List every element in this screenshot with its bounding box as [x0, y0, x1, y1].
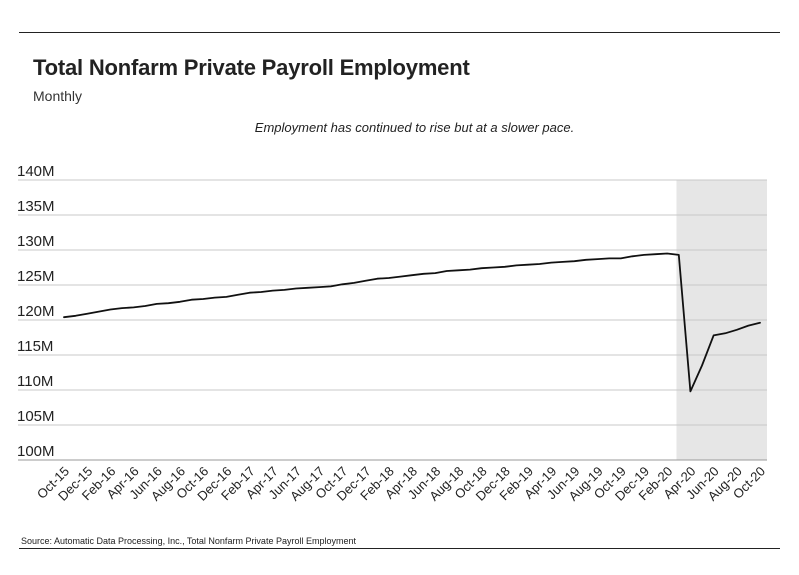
chart-annotation: Employment has continued to rise but at … [254, 120, 575, 135]
bottom-rule [19, 548, 780, 549]
y-tick-label: 125M [17, 268, 55, 285]
x-tick-label-layer: Oct-15Dec-15Feb-16Apr-16Jun-16Aug-16Oct-… [34, 464, 768, 504]
source-note: Source: Automatic Data Processing, Inc.,… [21, 536, 356, 546]
y-tick-label: 135M [17, 198, 55, 215]
y-tick-label: 120M [17, 303, 55, 320]
y-tick-label: 100M [17, 443, 55, 460]
series-layer [63, 252, 761, 393]
y-tick-label: 115M [17, 338, 53, 355]
y-tick-label: 140M [17, 163, 55, 180]
grid-layer [18, 179, 767, 461]
y-tick-label: 110M [17, 373, 53, 390]
chart-title: Total Nonfarm Private Payroll Employment [33, 55, 470, 80]
y-tick-label: 130M [17, 233, 55, 250]
y-tick-label-layer: 100M 105M 110M 115M 120M 125M 130M 135M 140M [17, 163, 55, 460]
y-tick-label: 105M [17, 408, 55, 425]
series-line [63, 252, 761, 393]
chart-subtitle: Monthly [33, 88, 83, 104]
top-rule [19, 32, 780, 33]
